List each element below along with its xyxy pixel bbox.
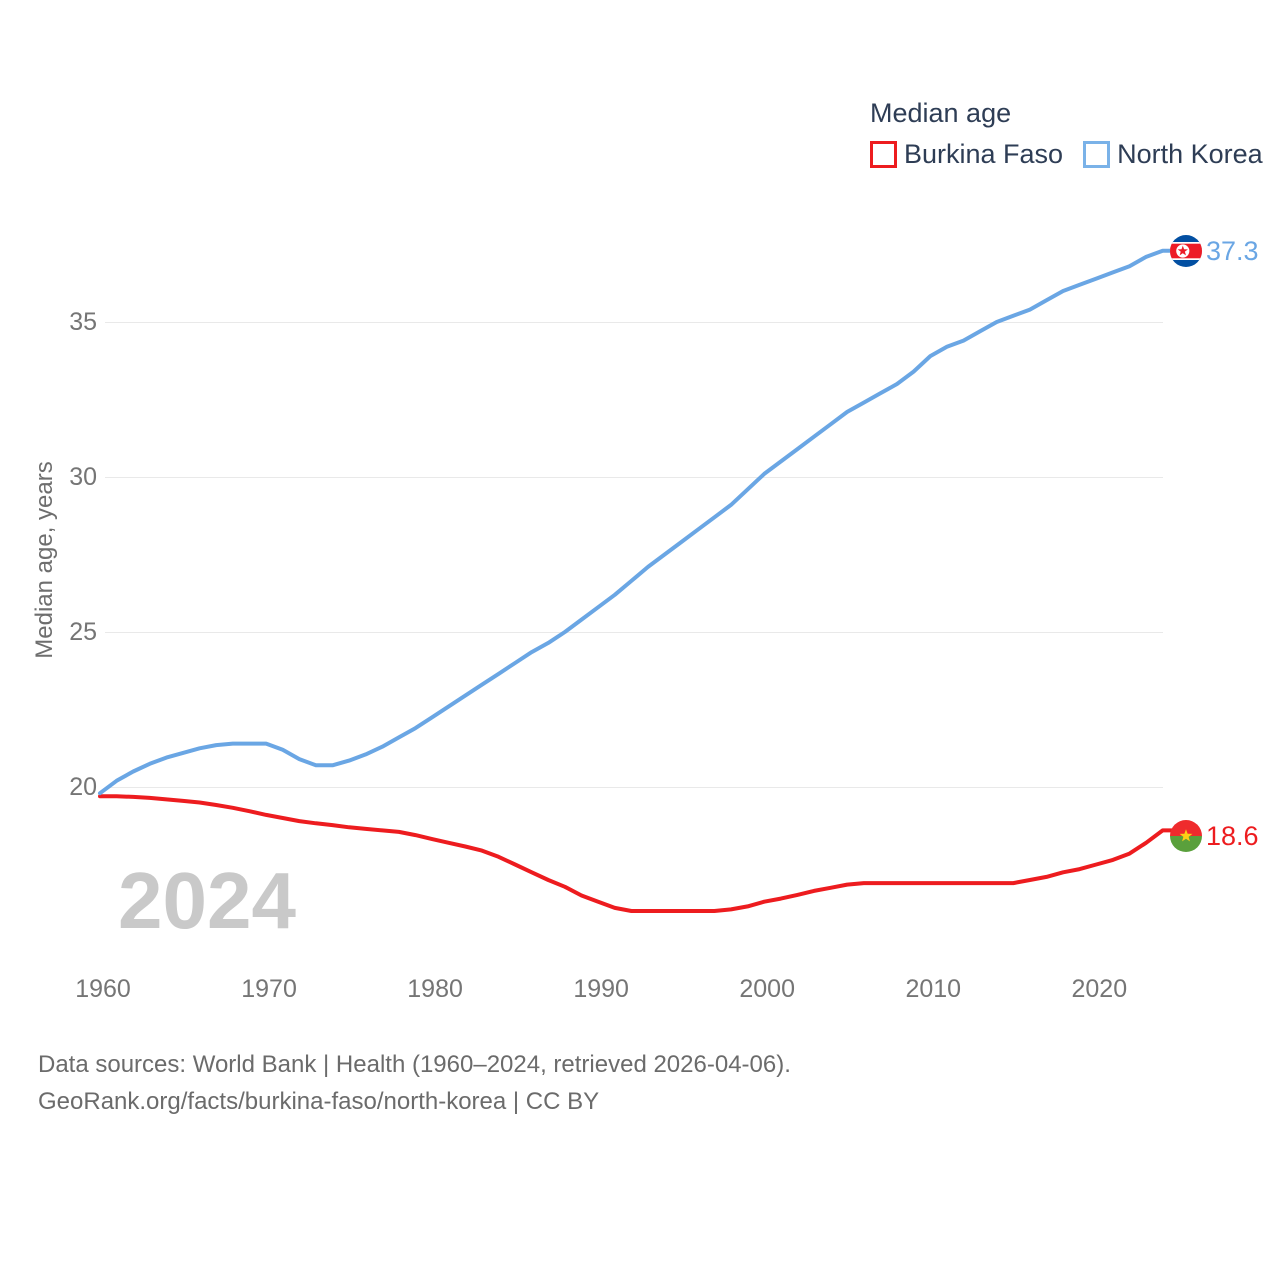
x-tick-label-2020: 2020: [1071, 975, 1128, 1003]
year-watermark: 2024: [118, 856, 296, 945]
x-tick-label-2010: 2010: [905, 975, 962, 1003]
burkina-faso-end-value: 18.6: [1206, 821, 1259, 851]
burkina-faso-line: [98, 794, 1177, 913]
gridline-y-35: [105, 322, 1163, 323]
attribution-line: GeoRank.org/facts/burkina-faso/north-kor…: [38, 1088, 600, 1115]
legend: Median age Burkina Faso North Korea: [870, 99, 1263, 168]
x-tick-label-1990: 1990: [573, 975, 629, 1003]
y-tick-label-25: 25: [69, 618, 97, 646]
data-sources-line: Data sources: World Bank | Health (1960–…: [38, 1051, 791, 1078]
x-tick-label-2000: 2000: [739, 975, 795, 1003]
gridline-y-25: [105, 632, 1163, 633]
y-tick-label-35: 35: [69, 308, 97, 336]
north-korea-swatch-icon: [1083, 140, 1111, 168]
burkina-faso-flag-icon: [1170, 820, 1202, 852]
legend-title: Median age: [870, 98, 1012, 128]
north-korea-end-value: 37.3: [1206, 236, 1259, 266]
y-tick-label-20: 20: [69, 773, 97, 801]
burkina-faso-swatch-icon: [870, 140, 897, 168]
gridline-y-30: [105, 477, 1163, 478]
x-tick-label-1960: 1960: [75, 975, 131, 1003]
footer: Data sources: World Bank | Health (1960–…: [38, 1046, 791, 1120]
north-korea-flag-icon: [1170, 235, 1202, 267]
north-korea-line: [98, 248, 1177, 796]
y-axis-title: Median age, years: [31, 461, 58, 659]
legend-label: Burkina Faso: [904, 139, 1064, 169]
x-tick-label-1980: 1980: [407, 975, 463, 1003]
legend-label: North Korea: [1117, 139, 1263, 169]
x-tick-label-1970: 1970: [241, 975, 297, 1003]
y-tick-label-30: 30: [69, 463, 97, 491]
legend-item-burkina-faso[interactable]: Burkina Faso: [870, 140, 1063, 168]
legend-item-north-korea[interactable]: North Korea: [1083, 140, 1263, 168]
gridline-y-20: [105, 787, 1163, 788]
